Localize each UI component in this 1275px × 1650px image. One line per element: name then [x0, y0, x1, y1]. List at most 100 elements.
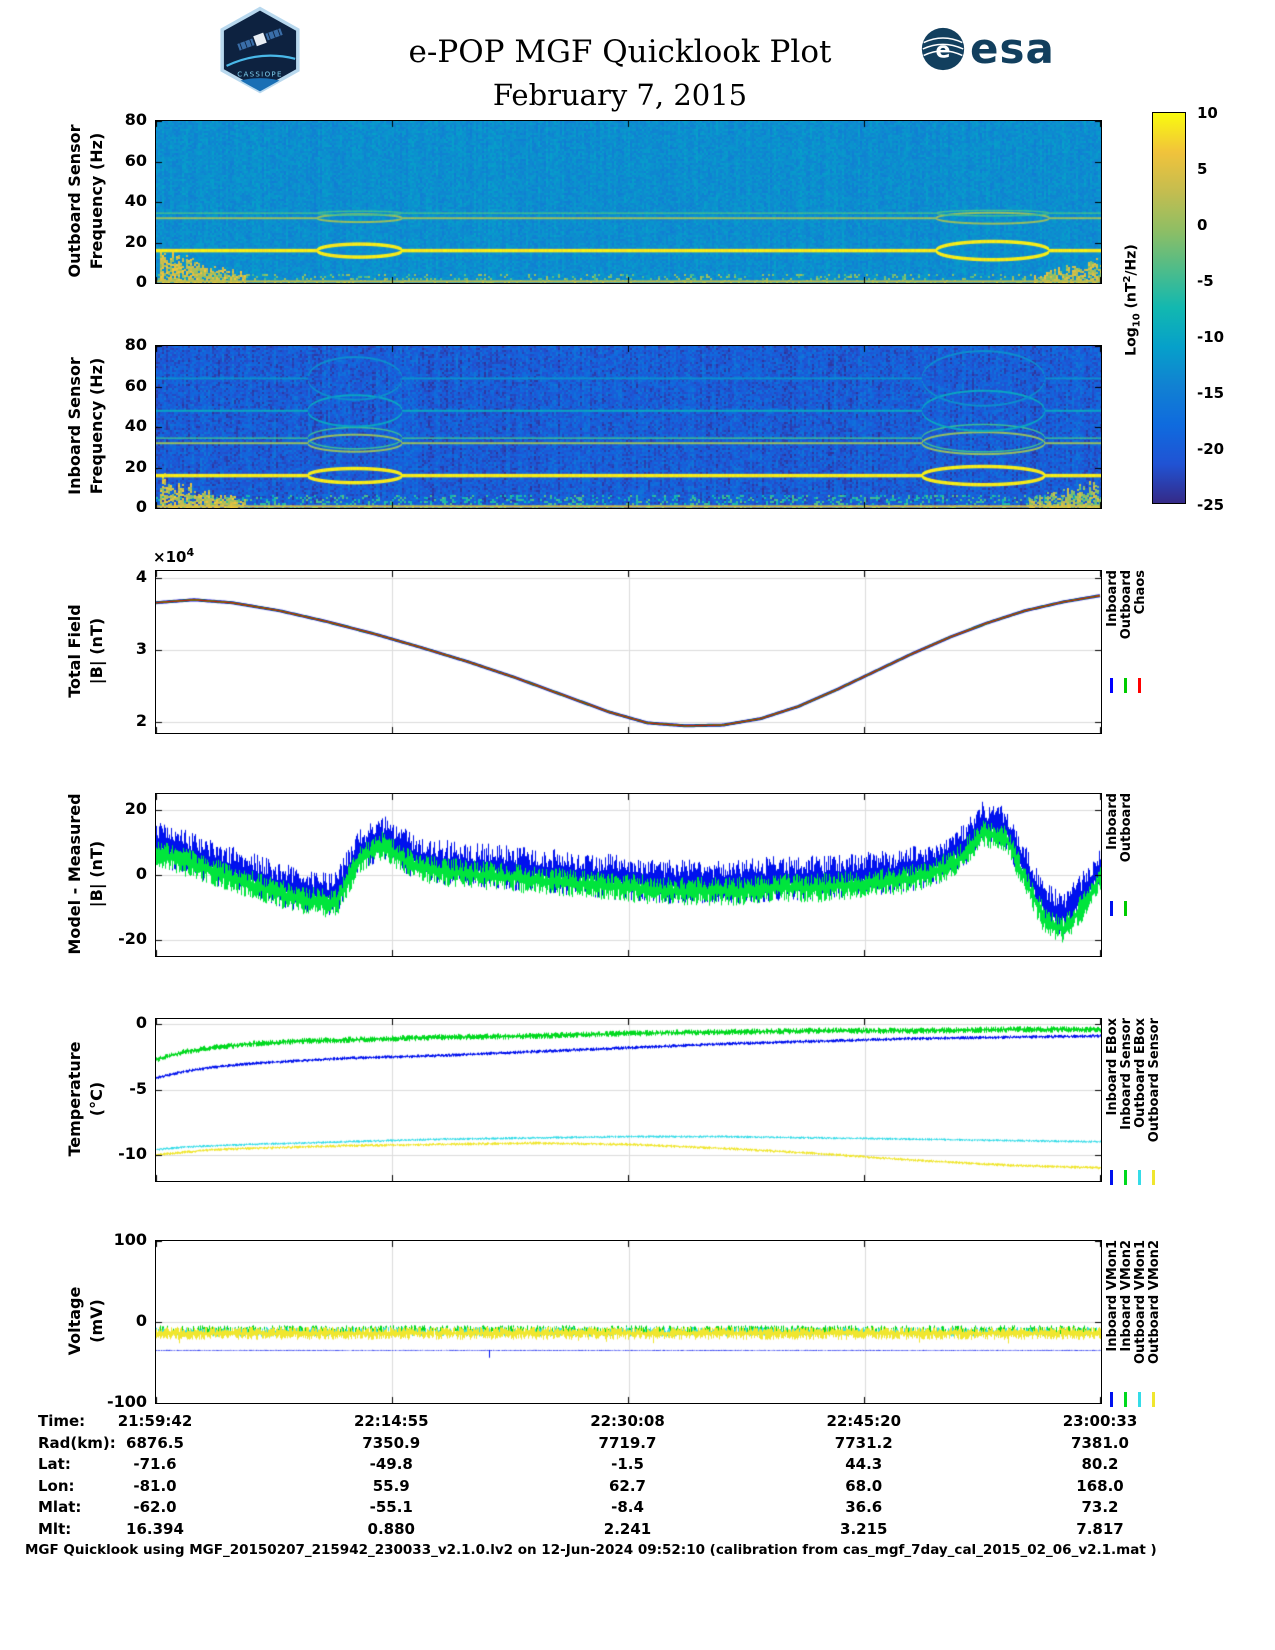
y-tick-label: 20: [124, 799, 147, 819]
legend-label: Inboard Sensor: [1119, 1018, 1134, 1130]
cassiope-badge-icon: CASSIOPE: [220, 6, 300, 94]
y-tick-label: 0: [135, 1311, 147, 1330]
legend-label: Inboard: [1105, 570, 1120, 627]
legend-entry: Outboard EBox: [1133, 1018, 1148, 1193]
colorbar-tick-label: -10: [1197, 328, 1225, 346]
esa-wordmark: esa: [970, 24, 1055, 73]
legend-label: Inboard VMon1: [1105, 1240, 1120, 1352]
legend-marker: [1110, 1170, 1113, 1185]
y-tick-label: 100: [113, 1230, 147, 1249]
ephemeris-value: -81.0: [133, 1477, 177, 1495]
legend: Inboard Outboard: [1105, 793, 1134, 968]
legend-entry: Inboard: [1105, 570, 1120, 745]
legend-entry: Chaos: [1133, 570, 1148, 745]
legend-entry: Outboard VMon1: [1133, 1240, 1148, 1415]
y-tick-label: -100: [106, 1392, 147, 1411]
ephemeris-value: 7350.9: [362, 1434, 421, 1452]
page-title: e-POP MGF Quicklook Plot: [408, 34, 832, 70]
y-tick-label: -20: [118, 928, 147, 948]
ephemeris-value: 80.2: [1081, 1455, 1119, 1473]
ephemeris-value: -71.6: [133, 1455, 177, 1473]
y-axis-exponent: ×104: [153, 546, 195, 566]
ephemeris-value: 44.3: [845, 1455, 883, 1473]
ephemeris-row-label: Mlat:: [38, 1498, 82, 1516]
colorbar-tick-label: -5: [1197, 272, 1214, 290]
voltage-canvas: [155, 1240, 1102, 1404]
y-tick-label: 60: [124, 375, 147, 395]
y-tick-label: 2: [135, 711, 147, 731]
ephemeris-row-label: Mlt:: [38, 1520, 72, 1538]
colorbar-label: Log10 (nT2/Hz): [1122, 244, 1143, 356]
total-field-canvas: [155, 570, 1102, 734]
ephemeris-value: 55.9: [372, 1477, 410, 1495]
ephemeris-value: 68.0: [845, 1477, 883, 1495]
svg-text:e: e: [936, 38, 951, 63]
legend-label: Outboard: [1119, 793, 1134, 863]
y-tick-label: 0: [135, 272, 147, 291]
outboard-spectrogram-canvas: [155, 120, 1102, 284]
y-tick-label: 20: [124, 231, 147, 251]
ephemeris-value: -8.4: [611, 1498, 644, 1516]
legend-label: Inboard EBox: [1105, 1018, 1120, 1116]
ephemeris-value: 22:45:20: [826, 1412, 902, 1430]
y-tick-label: -5: [129, 1078, 147, 1098]
legend-label: Outboard: [1119, 570, 1134, 640]
ephemeris-value: 6876.5: [126, 1434, 184, 1452]
ephemeris-value: 73.2: [1081, 1498, 1119, 1516]
footer-caption: MGF Quicklook using MGF_20150207_215942_…: [25, 1542, 1157, 1558]
model-measured-canvas: [155, 793, 1102, 957]
ephemeris-value: 168.0: [1076, 1477, 1124, 1495]
legend-marker: [1110, 901, 1113, 916]
y-tick-label: 3: [135, 639, 147, 659]
cassiope-text: CASSIOPE: [237, 69, 283, 78]
colorbar-tick-label: -20: [1197, 440, 1225, 458]
colorbar-tick-label: -15: [1197, 384, 1225, 402]
y-tick-label: 4: [135, 567, 147, 587]
temperature-panel: Temperature (°C) 0 -5 -10 Inboard EBox Inboar…: [65, 1013, 1162, 1185]
ephemeris-row: Lat: -71.6 -49.8 -1.5 44.3 80.2: [0, 1455, 1275, 1477]
y-tick-label: 0: [135, 1013, 147, 1033]
ephemeris-value: -55.1: [369, 1498, 413, 1516]
colorbar-tick-label: 0: [1197, 216, 1208, 234]
legend-entry: Inboard EBox: [1105, 1018, 1120, 1193]
colorbar-gradient: [1153, 113, 1185, 503]
ephemeris-value: 22:30:08: [590, 1412, 665, 1430]
ephemeris-value: 21:59:42: [117, 1412, 193, 1430]
cassiope-logo: CASSIOPE: [216, 6, 304, 98]
legend-entry: Inboard Sensor: [1119, 1018, 1134, 1193]
total-field-panel: Total Field |B| (nT) ×104 4 3 2 Inboard Outbo…: [65, 546, 1148, 734]
ephemeris-value: 7719.7: [598, 1434, 657, 1452]
ephemeris-value: -1.5: [611, 1455, 644, 1473]
legend-label: Outboard VMon2: [1147, 1240, 1162, 1365]
y-tick-label: 40: [124, 416, 147, 435]
legend-label: Inboard: [1105, 793, 1120, 850]
legend-marker: [1152, 1170, 1155, 1185]
page-date: February 7, 2015: [492, 78, 748, 112]
ephemeris-row: Mlat: -62.0 -55.1 -8.4 36.6 73.2: [0, 1498, 1275, 1520]
y-tick-label: -10: [118, 1143, 147, 1163]
legend-marker: [1152, 1392, 1155, 1407]
legend-marker: [1110, 678, 1113, 693]
ephemeris-value: 62.7: [608, 1477, 646, 1495]
ephemeris-value: 36.6: [845, 1498, 883, 1516]
ephemeris-row: Rad(km): 6876.5 7350.9 7719.7 7731.2 7381.0: [0, 1434, 1275, 1456]
legend-marker: [1124, 678, 1127, 693]
esa-logo: e esa: [920, 26, 1055, 72]
y-tick-label: 0: [135, 497, 147, 516]
ephemeris-row-label: Lat:: [38, 1455, 71, 1473]
legend-label: Chaos: [1133, 570, 1148, 615]
legend-entry: Outboard: [1119, 570, 1134, 745]
legend-label: Outboard VMon1: [1133, 1240, 1148, 1365]
legend-marker: [1110, 1392, 1113, 1407]
inboard-spectrogram-panel: Inboard Sensor Frequency (Hz) 80 60 40 20 0: [65, 335, 1102, 516]
legend-marker: [1124, 1392, 1127, 1407]
ephemeris-value: 7731.2: [834, 1434, 893, 1452]
y-tick-label: 60: [124, 150, 147, 170]
legend-entry: Inboard VMon1: [1105, 1240, 1120, 1415]
legend-marker: [1138, 1170, 1141, 1185]
legend-entry: Inboard VMon2: [1119, 1240, 1134, 1415]
legend: Inboard EBox Inboard Sensor Outboard EBox O…: [1105, 1018, 1162, 1193]
legend-entry: Inboard: [1105, 793, 1120, 968]
esa-emblem-icon: e: [921, 27, 965, 71]
legend-marker: [1124, 901, 1127, 916]
